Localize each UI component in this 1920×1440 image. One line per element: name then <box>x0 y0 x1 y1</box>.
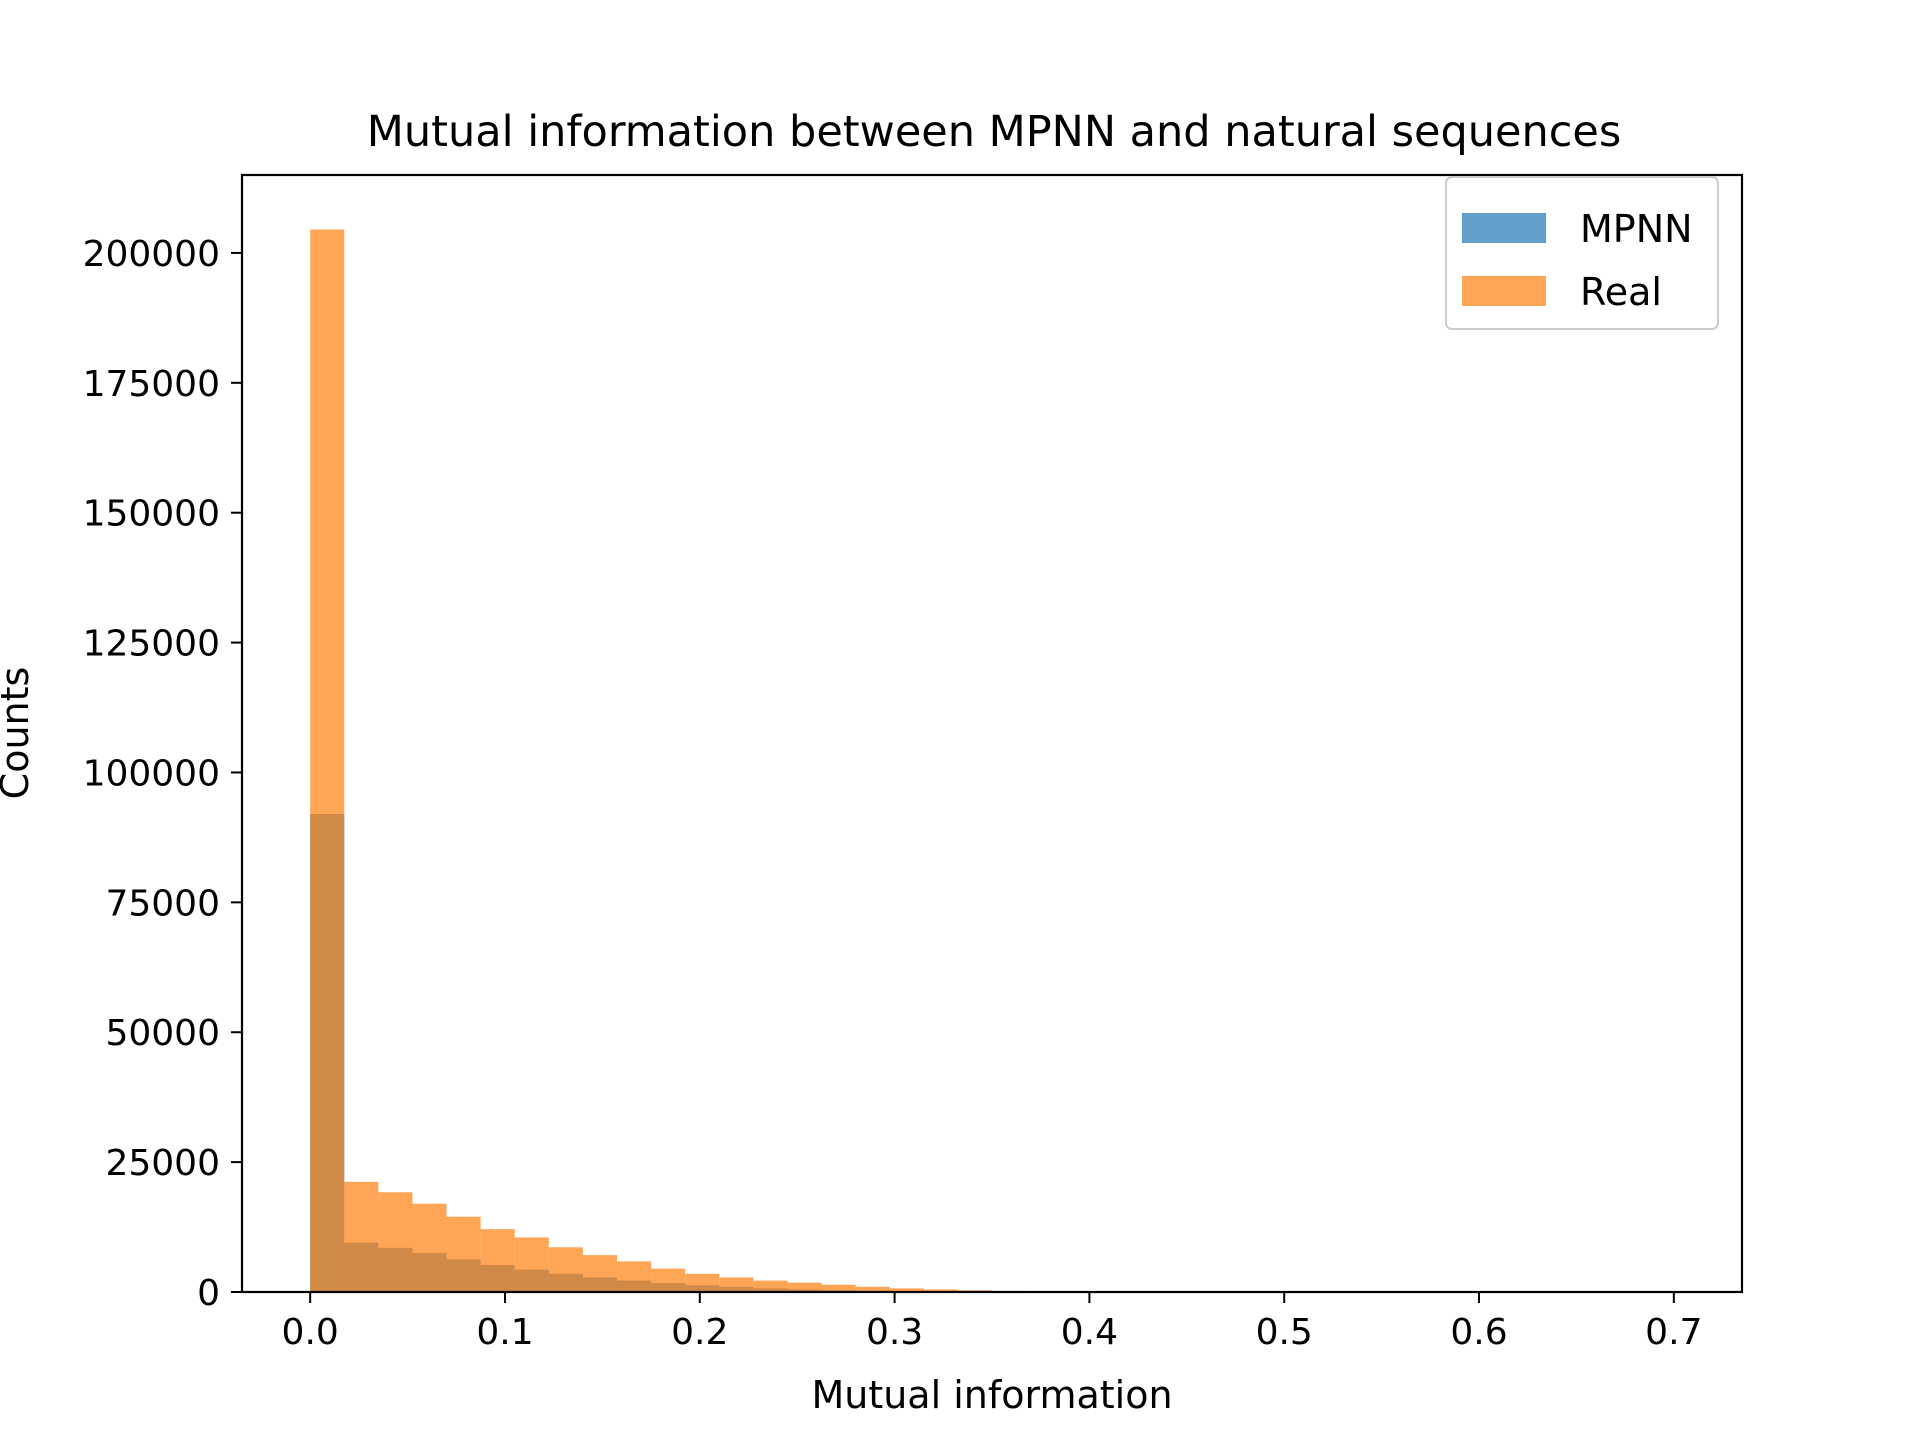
bar-real-2 <box>378 1192 413 1292</box>
y-tick-label-4: 100000 <box>83 753 220 794</box>
bar-real-11 <box>685 1273 720 1292</box>
bar-real-13 <box>753 1280 788 1292</box>
bar-real-4 <box>446 1216 481 1292</box>
bar-real-3 <box>412 1203 447 1292</box>
x-tick-label-7: 0.7 <box>1645 1312 1702 1353</box>
bar-real-5 <box>480 1229 515 1292</box>
bar-real-0 <box>310 229 345 1293</box>
bar-real-9 <box>617 1261 652 1292</box>
x-axis-label: Mutual information <box>811 1373 1172 1417</box>
y-tick-label-2: 50000 <box>105 1013 220 1054</box>
plot-frame <box>240 173 1744 1294</box>
bar-real-14 <box>787 1282 822 1292</box>
x-tick-label-5: 0.5 <box>1256 1312 1313 1353</box>
x-tick-label-3: 0.3 <box>866 1312 923 1353</box>
legend-swatch-mpnn <box>1462 213 1546 243</box>
x-tick-label-6: 0.6 <box>1450 1312 1507 1353</box>
x-tick-label-1: 0.1 <box>476 1312 533 1353</box>
bar-real-10 <box>651 1268 686 1292</box>
bar-real-7 <box>548 1247 583 1292</box>
bar-real-15 <box>821 1284 856 1292</box>
bar-real-18 <box>923 1289 958 1292</box>
y-tick-label-3: 75000 <box>105 883 220 924</box>
legend-swatch-real <box>1462 276 1546 306</box>
bars-layer <box>310 229 1061 1293</box>
bar-real-12 <box>719 1277 754 1292</box>
bar-real-16 <box>855 1286 890 1292</box>
x-tick-label-4: 0.4 <box>1061 1312 1118 1353</box>
x-tick-label-0: 0.0 <box>282 1312 339 1353</box>
y-tick-label-5: 125000 <box>83 624 220 665</box>
legend-label-mpnn: MPNN <box>1580 207 1693 251</box>
bar-real-17 <box>889 1288 924 1292</box>
y-tick-label-0: 0 <box>197 1273 220 1314</box>
y-tick-label-8: 200000 <box>83 234 220 275</box>
bar-real-6 <box>514 1237 549 1292</box>
x-tick-label-2: 0.2 <box>671 1312 728 1353</box>
axes-layer: 0.0 0.1 0.2 0.3 0.4 0.5 0.6 0.7 0 25000 50000 75000… <box>83 234 1703 1353</box>
legend: MPNN Real <box>1445 176 1719 330</box>
y-tick-label-7: 175000 <box>83 364 220 405</box>
legend-label-real: Real <box>1580 270 1662 314</box>
y-axis-label: Counts <box>0 667 37 800</box>
bar-real-8 <box>582 1255 617 1292</box>
y-tick-label-1: 25000 <box>105 1143 220 1184</box>
bar-real-1 <box>344 1181 379 1292</box>
y-tick-label-6: 150000 <box>83 494 220 535</box>
chart-title: Mutual information between MPNN and natu… <box>367 107 1621 157</box>
